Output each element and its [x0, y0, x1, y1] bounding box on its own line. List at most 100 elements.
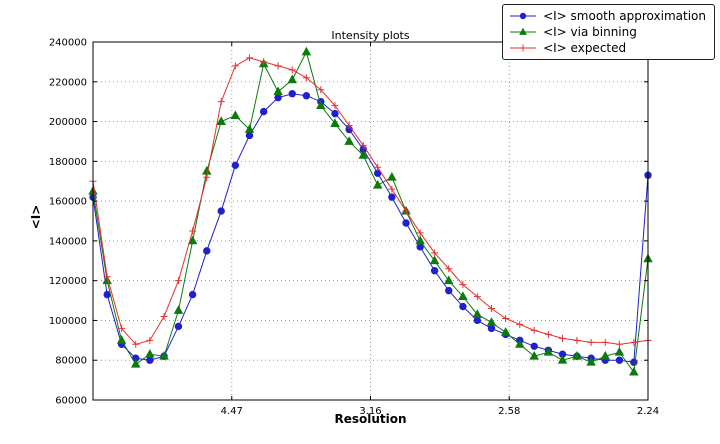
- data-point-plus: [260, 58, 268, 66]
- data-point-plus: [203, 173, 211, 181]
- data-point-plus: [445, 265, 453, 273]
- data-point-plus: [587, 338, 595, 346]
- data-point-plus: [146, 336, 154, 344]
- y-tick-label: 100000: [49, 316, 87, 327]
- data-point-plus: [174, 277, 182, 285]
- legend-item: <I> via binning: [508, 24, 706, 40]
- data-point-circle: [259, 107, 268, 116]
- legend: <I> smooth approximation <I> via binning <…: [502, 4, 715, 60]
- data-point-triangle: [472, 309, 483, 318]
- data-point-plus: [530, 326, 538, 334]
- data-point-plus: [246, 54, 254, 62]
- data-point-triangle: [287, 74, 297, 84]
- data-point-circle: [188, 290, 197, 299]
- data-point-plus: [431, 249, 439, 257]
- data-point-triangle: [145, 349, 155, 358]
- data-point-plus: [630, 338, 638, 346]
- data-point-circle: [630, 358, 638, 366]
- data-point-triangle: [301, 46, 312, 56]
- legend-label: <I> via binning: [543, 25, 637, 39]
- data-point-triangle: [586, 356, 596, 366]
- data-point-circle: [274, 93, 282, 102]
- data-point-circle: [103, 290, 111, 299]
- data-point-triangle: [515, 339, 525, 348]
- data-point-triangle: [529, 351, 539, 360]
- series-1: [88, 46, 653, 376]
- data-point-plus: [274, 62, 282, 70]
- data-point-triangle: [387, 172, 397, 181]
- data-point-triangle: [159, 351, 169, 360]
- data-point-plus: [615, 340, 623, 348]
- data-point-triangle: [358, 150, 369, 159]
- data-point-triangle: [116, 335, 127, 344]
- data-point-circle: [459, 302, 467, 311]
- data-point-plus: [189, 227, 197, 235]
- y-tick-label: 200000: [49, 117, 87, 128]
- data-point-circle: [146, 356, 154, 364]
- data-point-triangle: [187, 235, 198, 245]
- data-point-triangle: [629, 366, 639, 376]
- data-point-circle: [445, 286, 453, 295]
- data-point-plus: [359, 141, 367, 149]
- data-point-plus: [601, 338, 609, 346]
- data-point-circle: [203, 247, 211, 255]
- data-point-triangle: [216, 116, 226, 125]
- data-point-plus: [487, 305, 495, 313]
- grid: [93, 41, 649, 401]
- data-point-plus: [317, 86, 325, 94]
- data-point-circle: [430, 267, 439, 275]
- data-point-triangle: [614, 347, 625, 356]
- legend-item: <I> expected: [508, 40, 706, 56]
- y-axis-label: <I>: [29, 204, 43, 230]
- chart-title: Intensity plots: [331, 29, 410, 42]
- data-point-circle: [530, 342, 538, 350]
- data-point-triangle: [600, 351, 611, 360]
- data-point-circle: [217, 207, 225, 215]
- data-point-triangle: [130, 358, 141, 368]
- data-point-plus: [160, 312, 168, 320]
- data-point-triangle: [344, 136, 354, 145]
- data-point-plus: [132, 340, 140, 348]
- legend-label: <I> smooth approximation: [543, 9, 706, 23]
- data-point-plus: [118, 324, 126, 332]
- data-point-plus: [231, 62, 239, 70]
- data-point-plus: [103, 273, 111, 281]
- data-point-triangle: [230, 110, 241, 119]
- data-point-triangle: [500, 327, 511, 336]
- y-tick-label: 120000: [49, 276, 87, 287]
- data-point-circle: [487, 324, 496, 333]
- y-tick-label: 240000: [49, 38, 87, 49]
- data-point-plus: [573, 336, 581, 344]
- data-point-plus: [473, 293, 481, 301]
- data-point-plus: [302, 74, 310, 82]
- legend-label: <I> expected: [543, 41, 627, 55]
- y-tick-label: 60000: [55, 396, 87, 407]
- series-line: [92, 57, 649, 345]
- x-axis-label: Resolution: [334, 412, 407, 426]
- legend-marker-icon: [510, 44, 537, 52]
- data-point-triangle: [316, 100, 326, 110]
- data-point-triangle: [415, 235, 425, 245]
- data-point-plus: [416, 229, 424, 237]
- data-point-triangle: [572, 351, 582, 360]
- series-line: [92, 50, 649, 374]
- legend-item: <I> smooth approximation: [508, 8, 706, 24]
- data-point-plus: [502, 314, 510, 322]
- y-tick-label: 160000: [49, 197, 87, 208]
- data-point-plus: [459, 281, 467, 289]
- data-point-plus: [402, 207, 410, 215]
- data-point-plus: [217, 98, 225, 106]
- data-point-circle: [174, 322, 183, 331]
- legend-marker-icon: [510, 12, 537, 20]
- y-tick-label: 140000: [49, 236, 87, 247]
- data-point-circle: [615, 356, 624, 364]
- data-point-plus: [345, 122, 353, 130]
- data-point-triangle: [202, 166, 212, 175]
- data-point-plus: [516, 320, 524, 328]
- data-point-circle: [402, 219, 410, 227]
- data-point-triangle: [244, 124, 255, 133]
- data-point-circle: [388, 193, 396, 201]
- data-point-circle: [288, 90, 296, 98]
- data-point-plus: [288, 66, 296, 74]
